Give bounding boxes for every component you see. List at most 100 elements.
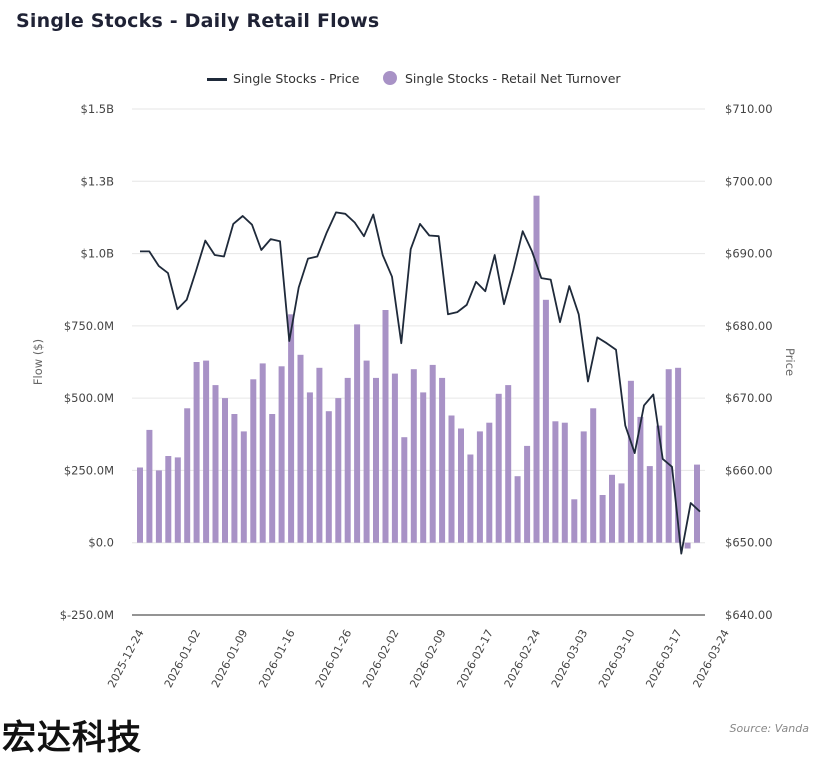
y-left-tick-label: $250.0M: [64, 463, 114, 477]
flow-legend-swatch: [383, 71, 397, 85]
flow-bar: [684, 542, 691, 549]
price-legend-swatch: [207, 78, 227, 81]
y-right-tick-label: $680.00: [725, 319, 773, 333]
flow-bar: [184, 408, 191, 543]
x-tick-label: 2026-01-16: [256, 627, 297, 690]
flow-bar: [165, 456, 172, 543]
flow-bar: [373, 377, 379, 543]
flow-bar: [675, 367, 682, 543]
flow-bar: [561, 422, 568, 543]
chart-title: Single Stocks - Daily Retail Flows: [16, 10, 380, 32]
flow-bar: [420, 392, 427, 543]
price-legend-label: Single Stocks - Price: [233, 71, 360, 86]
flow-bar: [571, 499, 578, 543]
flow-bar: [297, 354, 304, 543]
y-left-tick-label: $1.0B: [81, 247, 115, 261]
flow-bar: [694, 464, 700, 543]
flow-bar: [174, 457, 181, 543]
flow-bar: [306, 392, 313, 543]
flow-bar: [325, 411, 332, 543]
x-tick-label: 2026-02-17: [454, 627, 495, 690]
x-tick-label: 2026-02-02: [360, 627, 401, 690]
y-right-tick-label: $690.00: [725, 247, 773, 261]
flow-bar: [552, 421, 559, 543]
flow-bar: [627, 380, 634, 543]
y-left-tick-label: $0.0: [88, 536, 114, 550]
flow-bar: [524, 445, 531, 543]
flow-bar: [618, 483, 625, 543]
flow-legend-label: Single Stocks - Retail Net Turnover: [405, 71, 621, 86]
flow-bar: [410, 369, 417, 543]
flow-bar: [514, 476, 521, 543]
x-tick-label: 2026-01-02: [162, 627, 203, 690]
flow-bar: [665, 369, 672, 543]
flow-bar: [533, 195, 540, 543]
x-tick-label: 2026-03-03: [549, 627, 590, 690]
flow-bar: [429, 364, 436, 543]
flow-bar: [363, 360, 370, 543]
flow-bar: [609, 474, 615, 543]
y-left-tick-label: $1.5B: [81, 102, 115, 116]
flow-bar: [278, 366, 285, 543]
flow-bar: [656, 425, 663, 543]
flow-bar: [391, 373, 398, 543]
x-tick-label: 2026-02-24: [502, 627, 543, 690]
flow-bar: [542, 299, 549, 543]
flow-bar: [250, 379, 257, 543]
y-left-tick-label: $1.3B: [81, 174, 115, 188]
flow-bar: [146, 429, 153, 543]
flow-bar: [637, 416, 644, 543]
x-tick-label: 2026-03-24: [690, 627, 731, 690]
y-right-tick-label: $640.00: [725, 608, 773, 622]
x-tick-label: 2026-03-10: [596, 627, 637, 690]
flow-bar: [439, 377, 446, 543]
flow-bar: [505, 385, 512, 543]
x-tick-label: 2026-03-17: [643, 627, 684, 690]
price-line: [140, 211, 701, 555]
flow-bar: [155, 470, 162, 543]
flow-bar: [495, 393, 502, 543]
flow-bar: [354, 324, 361, 543]
flow-bar: [382, 310, 389, 543]
y-right-tick-label: $710.00: [725, 102, 773, 116]
flow-bar: [193, 362, 200, 543]
flow-bar: [486, 422, 493, 543]
flow-bar: [580, 431, 587, 543]
x-tick-label: 2026-02-09: [407, 627, 448, 690]
flow-bar: [269, 414, 276, 543]
y-left-tick-label: $750.0M: [64, 319, 114, 333]
flow-bar: [203, 360, 210, 543]
y-right-axis-title: Price: [783, 348, 797, 376]
flow-bar: [599, 495, 606, 543]
flow-bar: [137, 467, 143, 543]
flow-bar: [344, 377, 351, 543]
flow-bar: [401, 437, 408, 543]
watermark-text: 宏达科技: [2, 718, 142, 758]
y-left-tick-label: $-250.0M: [60, 608, 114, 622]
flow-bar: [448, 415, 455, 543]
y-right-tick-label: $650.00: [725, 536, 773, 550]
flow-bar: [590, 408, 597, 543]
y-right-tick-label: $670.00: [725, 391, 773, 405]
y-right-tick-label: $700.00: [725, 174, 773, 188]
flow-bar: [231, 414, 238, 543]
flow-bar: [467, 454, 474, 543]
flow-bar: [646, 466, 653, 543]
flow-bar: [335, 398, 342, 543]
flow-bar: [240, 431, 247, 543]
x-tick-label: 2026-01-26: [313, 627, 354, 690]
x-tick-label: 2026-01-09: [209, 627, 250, 690]
y-left-axis-title: Flow ($): [31, 339, 45, 385]
source-note: Source: Vanda: [729, 722, 809, 735]
x-tick-label: 2025-12-24: [105, 627, 146, 690]
chart-legend: Single Stocks - Price Single Stocks - Re…: [0, 68, 835, 90]
y-right-tick-label: $660.00: [725, 463, 773, 477]
flow-bar: [259, 363, 266, 543]
flow-bar: [222, 398, 228, 543]
flow-bar: [212, 385, 219, 543]
y-left-tick-label: $500.0M: [64, 391, 114, 405]
flow-bar: [458, 428, 464, 543]
flow-bar: [288, 314, 295, 543]
flow-bar: [316, 367, 323, 543]
